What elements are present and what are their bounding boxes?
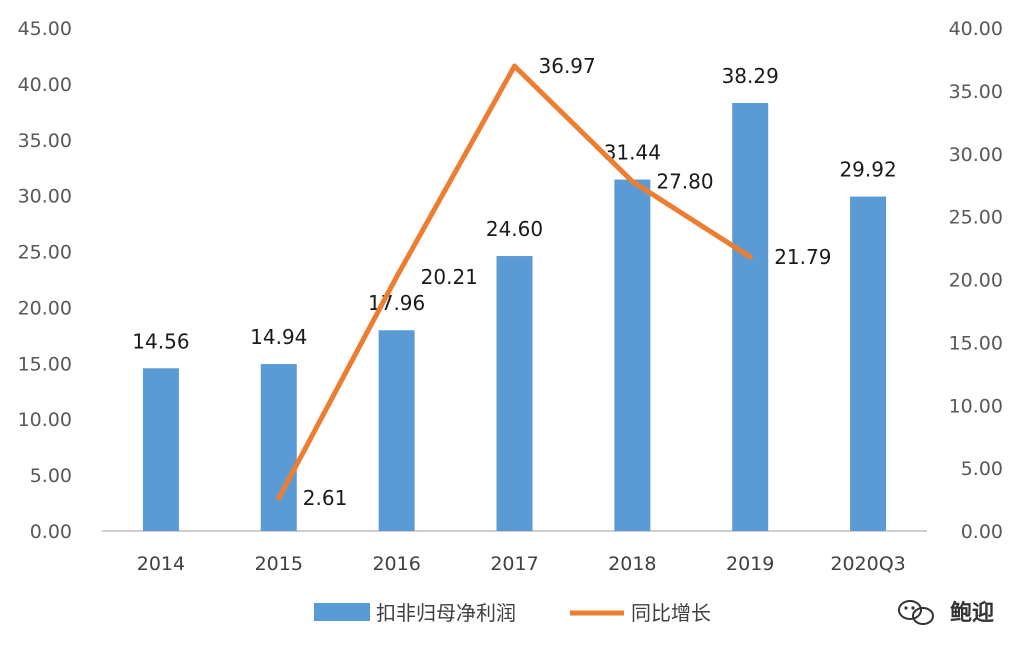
left-tick-label: 5.00 <box>30 465 72 487</box>
line-data-label: 2.61 <box>303 486 348 510</box>
x-tick-label: 2018 <box>608 553 656 575</box>
line-point <box>512 63 517 69</box>
bar <box>732 103 769 531</box>
right-tick-label: 40.00 <box>949 18 1003 40</box>
bar-data-label: 14.56 <box>132 329 189 353</box>
left-tick-label: 40.00 <box>18 74 72 96</box>
line-point <box>276 495 282 501</box>
right-tick-label: 0.00 <box>961 521 1003 543</box>
x-tick-label: 2014 <box>137 553 185 575</box>
x-tick-label: 2015 <box>255 553 303 575</box>
line-point <box>747 254 753 260</box>
bar-data-label: 24.60 <box>486 217 543 241</box>
line-data-label: 27.80 <box>656 169 713 193</box>
left-tick-label: 35.00 <box>18 130 72 152</box>
bar-data-label: 38.29 <box>722 64 779 88</box>
x-tick-label: 2020Q3 <box>830 553 905 575</box>
line-data-label: 20.21 <box>421 265 478 289</box>
wechat-icon <box>898 600 934 625</box>
bar <box>142 368 179 531</box>
line-data-labels: 2.61 20.21 36.97 27.80 21.79 <box>303 54 832 510</box>
watermark-text: 鲍迎 <box>950 600 994 626</box>
left-tick-label: 45.00 <box>18 18 72 40</box>
bar <box>260 364 297 531</box>
right-tick-label: 35.00 <box>949 81 1003 103</box>
x-tick-label: 2016 <box>372 553 420 575</box>
line-data-label: 36.97 <box>539 54 596 78</box>
left-tick-label: 15.00 <box>18 353 72 375</box>
legend-label-bar: 扣非归母净利润 <box>376 601 516 625</box>
bar <box>850 196 887 531</box>
bar-series <box>142 103 887 531</box>
legend-swatch-bar <box>314 603 370 621</box>
x-tick-label: 2019 <box>726 553 774 575</box>
bar-data-label: 14.94 <box>250 325 307 349</box>
line-point <box>629 178 635 184</box>
x-axis: 2014 2015 2016 2017 2018 2019 2020Q3 <box>137 553 906 575</box>
watermark: 鲍迎 <box>898 600 994 626</box>
right-tick-label: 30.00 <box>949 144 1003 166</box>
legend: 扣非归母净利润 同比增长 <box>314 601 711 625</box>
bar-data-label: 29.92 <box>839 158 896 182</box>
legend-label-line: 同比增长 <box>631 601 711 625</box>
line-series <box>276 63 753 501</box>
left-axis: 0.00 5.00 10.00 15.00 20.00 25.00 30.00 35.00 40… <box>18 18 72 543</box>
right-tick-label: 15.00 <box>949 332 1003 354</box>
bar <box>378 330 415 531</box>
bar <box>614 179 651 531</box>
left-tick-label: 0.00 <box>30 521 72 543</box>
x-tick-label: 2017 <box>490 553 538 575</box>
right-tick-label: 25.00 <box>949 207 1003 229</box>
left-tick-label: 25.00 <box>18 242 72 264</box>
bar <box>496 256 533 531</box>
left-tick-label: 30.00 <box>18 186 72 208</box>
line-point <box>394 274 400 280</box>
right-tick-label: 20.00 <box>949 270 1003 292</box>
line-data-label: 21.79 <box>774 245 831 269</box>
right-axis: 0.00 5.00 10.00 15.00 20.00 25.00 30.00 35.00 40… <box>949 18 1003 543</box>
right-tick-label: 10.00 <box>949 395 1003 417</box>
right-tick-label: 5.00 <box>961 458 1003 480</box>
left-tick-label: 10.00 <box>18 409 72 431</box>
left-tick-label: 20.00 <box>18 297 72 319</box>
